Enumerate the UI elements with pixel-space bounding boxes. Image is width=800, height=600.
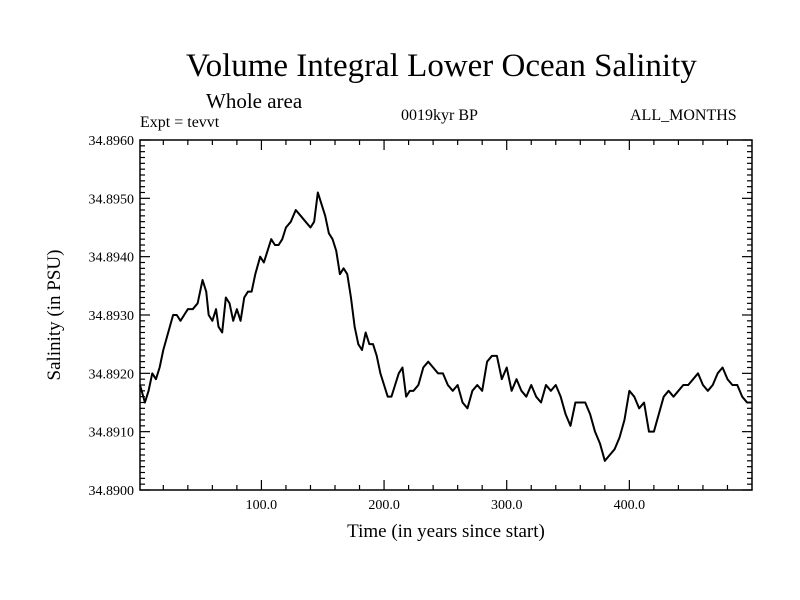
x-tick-label: 300.0 <box>491 498 523 513</box>
period-label: 0019kyr BP <box>401 107 478 124</box>
x-tick-label: 200.0 <box>368 498 400 513</box>
experiment-label: Expt = tevvt <box>140 114 220 131</box>
y-tick-label: 34.8910 <box>89 426 135 441</box>
y-axis-label: Salinity (in PSU) <box>44 250 65 381</box>
months-label: ALL_MONTHS <box>630 107 737 124</box>
y-tick-label: 34.8950 <box>89 192 135 207</box>
x-tick-label: 400.0 <box>614 498 646 513</box>
salinity-series-line <box>139 191 752 462</box>
y-tick-label: 34.8930 <box>89 309 135 324</box>
axis-ticks: 34.8900 34.8910 34.8920 34.8930 34.8940 34.89… <box>89 134 752 513</box>
y-tick-label: 34.8900 <box>89 484 135 499</box>
chart-subtitle: Whole area <box>206 89 303 113</box>
x-tick-label: 100.0 <box>246 498 278 513</box>
y-tick-label: 34.8960 <box>89 134 135 149</box>
chart-title: Volume Integral Lower Ocean Salinity <box>186 48 697 84</box>
x-axis-label: Time (in years since start) <box>347 521 545 542</box>
y-tick-label: 34.8940 <box>89 251 135 266</box>
y-tick-label: 34.8920 <box>89 367 135 382</box>
